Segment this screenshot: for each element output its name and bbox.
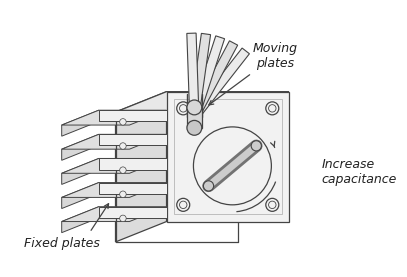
Text: Fixed plates: Fixed plates: [24, 237, 100, 250]
Polygon shape: [190, 36, 225, 118]
Circle shape: [187, 100, 202, 115]
Polygon shape: [62, 183, 99, 209]
Circle shape: [120, 143, 126, 149]
Polygon shape: [166, 92, 289, 222]
Circle shape: [204, 181, 214, 191]
Polygon shape: [99, 207, 166, 218]
Polygon shape: [187, 107, 202, 128]
Circle shape: [187, 120, 202, 135]
Polygon shape: [62, 158, 166, 173]
Polygon shape: [99, 158, 166, 170]
Polygon shape: [62, 207, 166, 222]
Circle shape: [177, 198, 190, 211]
Polygon shape: [116, 92, 289, 112]
Polygon shape: [190, 41, 238, 119]
Polygon shape: [62, 110, 166, 125]
Polygon shape: [62, 134, 166, 149]
Polygon shape: [187, 33, 199, 117]
Polygon shape: [190, 33, 210, 117]
Text: Increase
capacitance: Increase capacitance: [322, 158, 397, 186]
Polygon shape: [174, 99, 282, 214]
Polygon shape: [99, 134, 166, 145]
Circle shape: [266, 102, 279, 115]
Circle shape: [120, 167, 126, 173]
Polygon shape: [191, 48, 249, 120]
Circle shape: [251, 141, 261, 151]
Polygon shape: [62, 134, 99, 160]
Polygon shape: [116, 92, 166, 242]
Polygon shape: [62, 183, 166, 198]
Polygon shape: [62, 158, 99, 184]
Circle shape: [177, 102, 190, 115]
Circle shape: [120, 215, 126, 222]
Circle shape: [120, 119, 126, 125]
Polygon shape: [62, 207, 99, 233]
Circle shape: [120, 191, 126, 198]
Text: Moving
plates: Moving plates: [253, 42, 298, 70]
Polygon shape: [99, 110, 166, 121]
Polygon shape: [99, 183, 166, 194]
Polygon shape: [62, 110, 99, 136]
Circle shape: [266, 198, 279, 211]
Circle shape: [193, 127, 271, 205]
